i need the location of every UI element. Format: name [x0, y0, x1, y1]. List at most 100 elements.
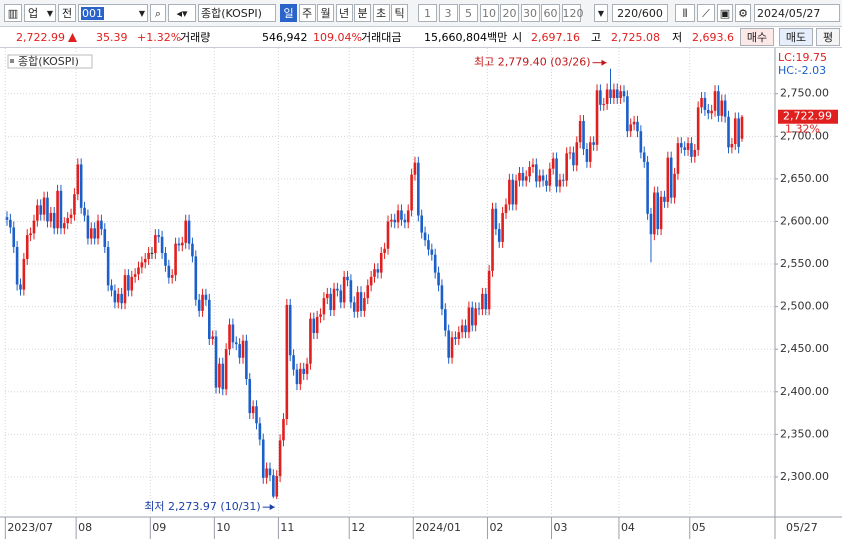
- candle-body: [130, 276, 134, 291]
- candle-body: [376, 269, 380, 273]
- candle-body: [110, 285, 113, 291]
- candle-body: [197, 299, 201, 311]
- candle-body: [241, 340, 245, 358]
- candle-body: [339, 290, 343, 303]
- market-select[interactable]: 업 ▼: [24, 4, 56, 22]
- y-tick-label: 2,450.00: [780, 342, 829, 355]
- candle-body: [194, 256, 198, 300]
- toolbar-button[interactable]: 주: [298, 4, 316, 22]
- code-input[interactable]: 001 ▼: [78, 4, 148, 22]
- mode[interactable]: 전: [58, 4, 76, 22]
- toolbar-button[interactable]: 1: [418, 4, 437, 22]
- settings-icon[interactable]: ⚙: [735, 4, 751, 22]
- candle-body: [373, 269, 376, 277]
- candle-body: [720, 100, 724, 116]
- candle-body: [508, 179, 511, 205]
- low: 2,693.6: [692, 31, 734, 44]
- candle-body: [103, 229, 107, 248]
- toolbar-button[interactable]: 매수: [740, 28, 774, 46]
- candle-body: [32, 220, 36, 234]
- toolbar-button[interactable]: 분: [354, 4, 371, 22]
- candle-body: [683, 147, 686, 150]
- candle-body: [518, 172, 521, 181]
- candle-body: [740, 116, 744, 139]
- candle-body: [558, 179, 562, 187]
- candle-body: [120, 293, 123, 304]
- candle-body: [501, 212, 504, 242]
- candle-body: [639, 131, 643, 153]
- candle-body: [113, 290, 117, 303]
- candle-body: [582, 120, 585, 150]
- candle-body: [15, 247, 19, 285]
- candle-body: [622, 91, 626, 97]
- candle-body: [245, 340, 248, 380]
- x-tick-label: 03: [554, 521, 568, 534]
- toolbar-button[interactable]: 60: [541, 4, 560, 22]
- candle-body: [89, 228, 93, 239]
- x-tick-label: 02: [489, 521, 503, 534]
- amount-label: 거래대금: [361, 31, 402, 44]
- candle-body: [454, 337, 457, 340]
- toolbar-button[interactable]: 일: [280, 4, 297, 22]
- candle-body: [474, 308, 477, 326]
- candle-body: [572, 152, 575, 166]
- save-icon[interactable]: ▣: [717, 4, 733, 22]
- candle-body: [231, 324, 235, 343]
- candle-body: [123, 275, 127, 304]
- candle-body: [632, 121, 636, 125]
- toolbar-button[interactable]: 30: [520, 4, 540, 22]
- legend-label: 종합(KOSPI): [18, 55, 79, 68]
- toolbar-button[interactable]: 5: [459, 4, 478, 22]
- high-label: 고: [591, 31, 602, 44]
- toolbar-button[interactable]: 년: [335, 4, 353, 22]
- candle-body: [66, 218, 69, 224]
- candle-body: [727, 116, 730, 148]
- line-icon[interactable]: ⟋: [697, 4, 715, 22]
- candle-body: [733, 118, 737, 144]
- toolbar-button[interactable]: 매도: [779, 28, 813, 46]
- candle-body: [548, 168, 552, 186]
- toolbar-button[interactable]: 20: [500, 4, 519, 22]
- candle-body: [578, 120, 582, 143]
- candle-body: [528, 166, 531, 177]
- candle-body: [588, 142, 592, 162]
- candle-body: [420, 215, 424, 233]
- candle-body: [700, 97, 703, 108]
- y-tick-label: 2,550.00: [780, 257, 829, 270]
- index-name[interactable]: 종합(KOSPI): [198, 4, 276, 22]
- candle-body: [352, 302, 356, 312]
- candle-body: [487, 270, 491, 310]
- sound-button[interactable]: ◂▾: [168, 4, 196, 22]
- candle-body: [181, 242, 184, 246]
- candle-body: [690, 143, 693, 157]
- candle-body: [390, 219, 393, 222]
- candle-body: [147, 252, 150, 259]
- candle-body: [447, 330, 450, 358]
- dropdown[interactable]: ▼: [594, 4, 608, 22]
- legend-icon: [10, 59, 14, 63]
- search-button[interactable]: ⌕: [150, 4, 166, 22]
- toolbar-button[interactable]: 3: [438, 4, 458, 22]
- count[interactable]: 220/600: [612, 4, 668, 22]
- candle-body: [184, 220, 187, 243]
- chart-icon[interactable]: ▥: [4, 4, 22, 22]
- candle-body: [56, 190, 59, 229]
- date-input[interactable]: 2024/05/27: [754, 4, 840, 22]
- candle-body: [228, 324, 231, 350]
- toolbar-button[interactable]: 120: [561, 4, 584, 22]
- candle-body: [83, 207, 86, 216]
- toolbar-button[interactable]: 초: [372, 4, 390, 22]
- candle-body: [545, 180, 548, 186]
- candle-body: [460, 325, 464, 333]
- toolbar-button[interactable]: 틱: [391, 4, 408, 22]
- candle-body: [336, 288, 339, 291]
- toolbar-button[interactable]: 월: [317, 4, 334, 22]
- candle-icon[interactable]: ⫴: [675, 4, 695, 22]
- toolbar-button[interactable]: 평: [816, 28, 840, 46]
- candle-body: [285, 304, 289, 420]
- toolbar-button[interactable]: 10: [479, 4, 499, 22]
- annotation-arrowhead: [601, 59, 607, 66]
- candle-body: [100, 220, 103, 230]
- candle-body: [673, 173, 676, 198]
- candle-body: [410, 174, 413, 211]
